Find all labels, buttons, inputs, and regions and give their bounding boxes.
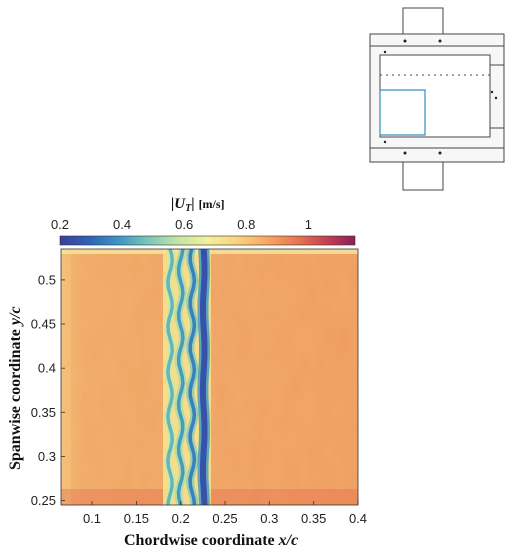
- low-speed-streak: [188, 249, 197, 505]
- plot-frame: [60, 248, 359, 506]
- y-tick-label: 0.35: [31, 405, 56, 420]
- y-tick-label: 0.25: [31, 493, 56, 508]
- x-tick-label: 0.3: [260, 511, 278, 526]
- y-axis-ticks: 0.25 0.3 0.35 0.4 0.45 0.5: [31, 272, 65, 508]
- x-tick-label: 0.25: [212, 511, 237, 526]
- x-axis-label: Chordwise coordinate x/c: [124, 532, 298, 549]
- colorbar-tick-label: 0.6: [175, 217, 193, 232]
- leading-edge-region: [61, 249, 71, 505]
- x-axis-ticks: 0.1 0.15 0.2 0.25 0.3 0.35 0.4: [83, 501, 367, 526]
- colorbar-ticks: 0.2 0.4 0.6 0.8 1: [51, 217, 312, 232]
- colorbar: |UT| [m/s] 0.2 0.4 0.6 0.8 1: [51, 196, 356, 246]
- heatmap-plot: 0.1 0.15 0.2 0.25 0.3 0.35 0.4 0.250.30.350.40…: [31, 248, 367, 526]
- y-axis-label: Spanwise coordinate y/c: [7, 306, 24, 470]
- x-tick-label: 0.4: [349, 511, 367, 526]
- low-speed-streak: [199, 249, 208, 505]
- y-tick-label: 0.4: [38, 361, 56, 376]
- y-tick-label: 0.5: [38, 272, 56, 287]
- x-tick-label: 0.15: [124, 511, 149, 526]
- colorbar-tick-label: 0.4: [113, 217, 131, 232]
- colorbar-bar: [59, 235, 356, 246]
- transition-streaks: [163, 249, 211, 505]
- colorbar-tick-label: 0.8: [237, 217, 255, 232]
- low-speed-streak: [166, 249, 174, 505]
- x-tick-label: 0.35: [301, 511, 326, 526]
- low-speed-streak: [176, 249, 185, 505]
- x-tick-label: 0.2: [172, 511, 190, 526]
- colorbar-tick-label: 1: [305, 217, 312, 232]
- colorbar-tick-label: 0.2: [51, 217, 69, 232]
- y-tick-label: 0.3: [38, 449, 56, 464]
- x-tick-label: 0.1: [83, 511, 101, 526]
- colorbar-title: |UT| [m/s]: [171, 196, 225, 214]
- test-section-schematic: [369, 7, 505, 191]
- y-tick-label: 0.45: [31, 317, 56, 332]
